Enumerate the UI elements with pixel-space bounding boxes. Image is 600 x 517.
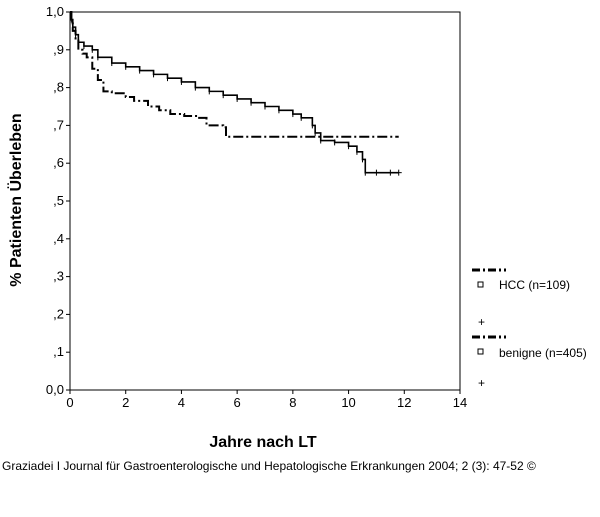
series-line-hcc [70, 11, 399, 138]
legend-censor-hcc: + [478, 315, 485, 329]
y-tick-label: ,3 [53, 269, 64, 284]
y-tick-label: ,9 [53, 42, 64, 57]
y-tick-label: ,8 [53, 80, 64, 95]
series-layer [70, 11, 402, 176]
y-tick-label: ,6 [53, 155, 64, 170]
y-tick-label: ,2 [53, 306, 64, 321]
x-tick-label: 4 [178, 395, 185, 410]
x-tick-label: 8 [289, 395, 296, 410]
y-axis-title: % Patienten Überleben [6, 113, 25, 286]
source-caption: Graziadei I Journal für Gastroenterologi… [2, 459, 536, 473]
legend-censor-benigne: + [478, 376, 485, 390]
legend: HCC (n=109) + benigne (n=405) + [472, 268, 587, 390]
x-tick-label: 14 [453, 395, 467, 410]
plot-frame [69, 11, 461, 391]
y-tick-label: 1,0 [46, 4, 64, 19]
x-tick-label: 10 [341, 395, 355, 410]
y-tick-label: 0,0 [46, 382, 64, 397]
legend-label-hcc: HCC (n=109) [499, 278, 570, 292]
legend-marker-benigne [477, 348, 484, 355]
x-tick-label: 6 [234, 395, 241, 410]
legend-label-benigne: benigne (n=405) [499, 346, 587, 360]
x-tick-label: 0 [66, 395, 73, 410]
y-tick-label: ,7 [53, 117, 64, 132]
x-axis-title: Jahre nach LT [209, 434, 317, 451]
legend-marker-hcc [477, 281, 484, 288]
x-tick-label: 2 [122, 395, 129, 410]
x-axis-ticks: 0 2 4 6 8 10 12 14 [66, 390, 467, 410]
y-tick-label: ,1 [53, 344, 64, 359]
x-tick-label: 12 [397, 395, 411, 410]
y-tick-label: ,4 [53, 231, 64, 246]
y-tick-label: ,5 [53, 193, 64, 208]
y-axis-ticks: 0,0 ,1 ,2 ,3 ,4 ,5 ,6 ,7 ,8 ,9 1,0 [46, 4, 70, 397]
